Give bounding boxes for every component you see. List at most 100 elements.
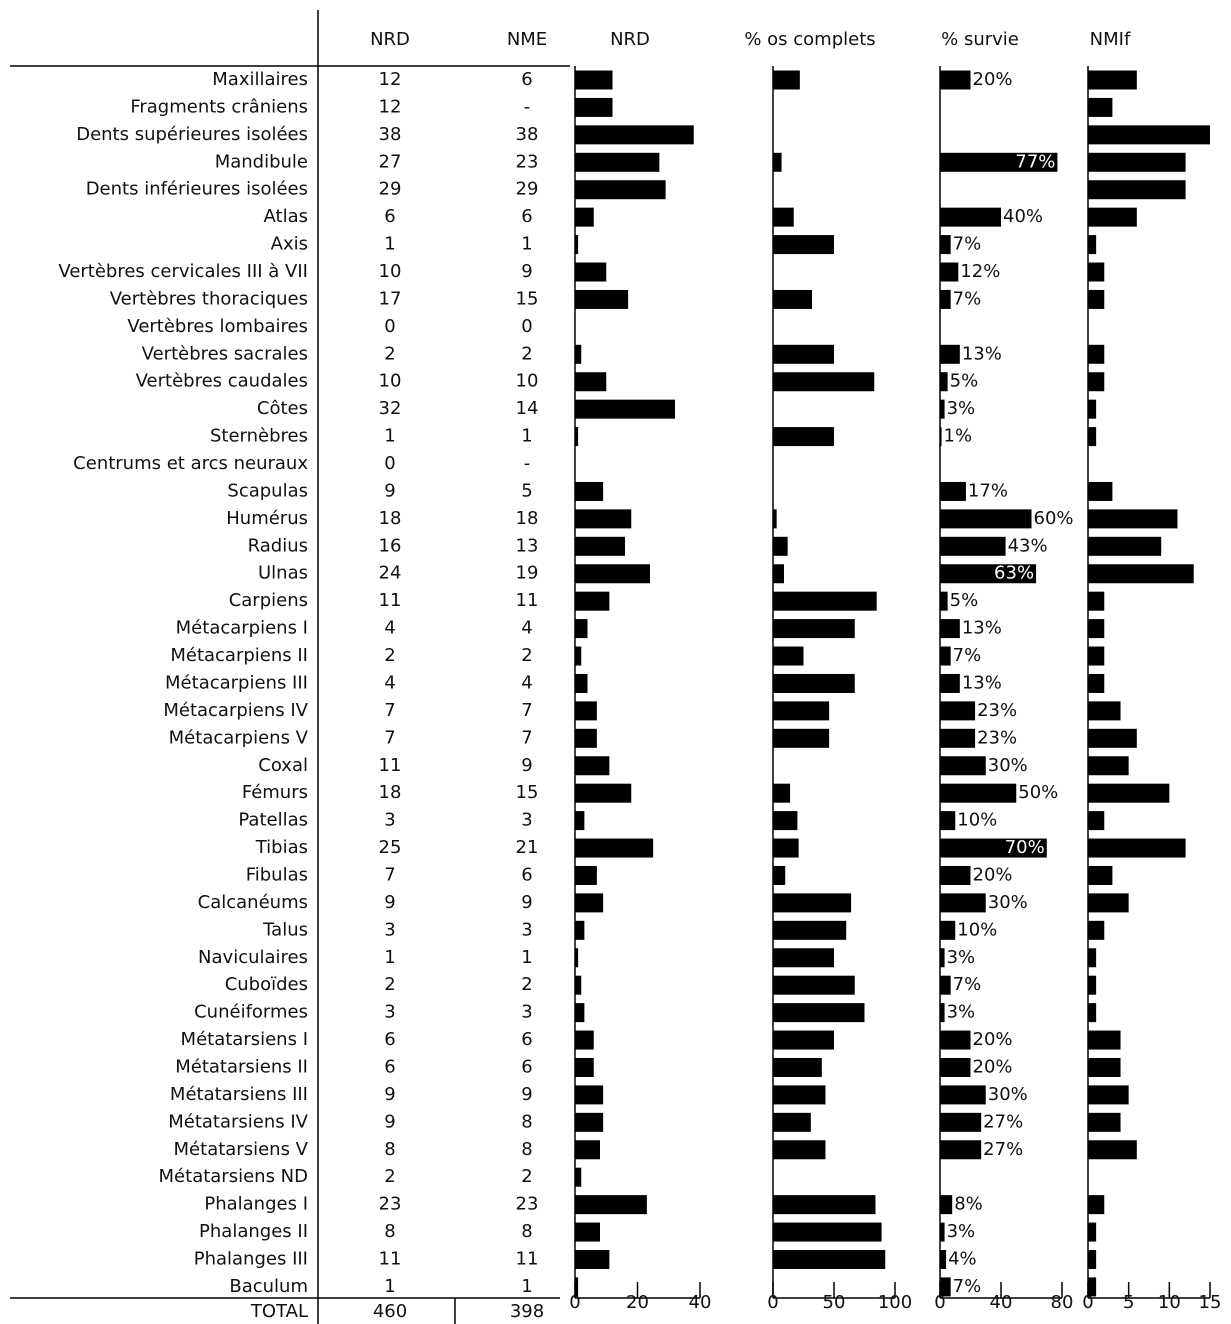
nrd-cell: 2 — [384, 343, 395, 364]
row-label: Vertèbres lombaires — [127, 316, 308, 337]
row-label: Dents inférieures isolées — [86, 179, 308, 200]
nme-cell: - — [524, 453, 531, 474]
bar — [1088, 1222, 1097, 1242]
row-label: Métacarpiens I — [176, 618, 308, 639]
bar — [1088, 975, 1097, 995]
nme-cell: 11 — [516, 590, 539, 611]
nme-cell: 4 — [521, 618, 532, 639]
nme-cell: 9 — [521, 1084, 532, 1105]
bar — [773, 1140, 826, 1160]
bar — [940, 289, 951, 309]
bar — [1088, 564, 1194, 584]
bar — [773, 1112, 811, 1132]
nrd-cell: 2 — [384, 1166, 395, 1187]
nrd-cell: 12 — [379, 69, 402, 90]
value-label: 50% — [1018, 782, 1058, 803]
bar — [940, 893, 986, 913]
value-label: 23% — [977, 700, 1017, 721]
row-label: Fémurs — [242, 782, 308, 803]
bar — [773, 1030, 834, 1050]
value-label: 7% — [953, 974, 982, 995]
value-label: 43% — [1008, 535, 1048, 556]
bar — [1088, 235, 1097, 255]
row-label: Axis — [271, 234, 308, 255]
bar — [940, 811, 956, 831]
nrd-cell: 9 — [384, 892, 395, 913]
bar — [1088, 372, 1105, 392]
value-label: 27% — [983, 1139, 1023, 1160]
bar — [773, 1249, 886, 1269]
bar — [575, 619, 588, 639]
row-label: Sternèbres — [210, 426, 308, 447]
bar — [1088, 289, 1105, 309]
nme-cell: 6 — [521, 206, 532, 227]
bar — [773, 207, 794, 227]
bar — [940, 865, 971, 885]
nrd-cell: 25 — [379, 837, 402, 858]
bar — [773, 591, 877, 611]
nrd-cell: 2 — [384, 645, 395, 666]
value-label: 1% — [944, 426, 973, 447]
bar — [575, 536, 625, 556]
nme-cell: 14 — [516, 398, 539, 419]
value-label: 12% — [960, 261, 1000, 282]
bar — [773, 509, 777, 529]
bar — [575, 399, 675, 419]
nrd-cell: 9 — [384, 1111, 395, 1132]
bar — [940, 838, 1047, 858]
bar — [940, 427, 942, 447]
panel-title: NRD — [610, 29, 650, 50]
panel-title: % survie — [941, 29, 1019, 50]
bar — [1088, 811, 1105, 831]
bar — [940, 1140, 982, 1160]
bar — [773, 783, 791, 803]
nme-cell: 18 — [516, 508, 539, 529]
bar — [575, 509, 632, 529]
nme-cell: 3 — [521, 1002, 532, 1023]
row-label: Fibulas — [246, 864, 308, 885]
bar — [1088, 756, 1129, 776]
nme-cell: 38 — [516, 124, 539, 145]
nme-cell: 7 — [521, 727, 532, 748]
nme-cell: 9 — [521, 755, 532, 776]
row-label: Cunéiformes — [194, 1002, 308, 1023]
nme-cell: 1 — [521, 947, 532, 968]
row-label: Vertèbres caudales — [136, 371, 308, 392]
bar — [575, 783, 632, 803]
row-label: Humérus — [226, 508, 308, 529]
value-label: 5% — [950, 590, 979, 611]
bar — [940, 1222, 945, 1242]
bar — [1088, 920, 1105, 940]
value-label: 13% — [962, 672, 1002, 693]
bar — [1088, 180, 1186, 200]
bar — [575, 920, 585, 940]
bar — [1088, 1057, 1121, 1077]
nrd-cell: 7 — [384, 700, 395, 721]
nme-cell: 10 — [516, 371, 539, 392]
bar — [1088, 948, 1097, 968]
bar — [940, 1030, 971, 1050]
value-label: 3% — [947, 947, 976, 968]
bar — [940, 619, 960, 639]
nme-cell: 23 — [516, 151, 539, 172]
bar — [940, 1277, 951, 1297]
bar — [575, 1167, 582, 1187]
x-tick-label: 15 — [1199, 1292, 1222, 1313]
bar — [575, 756, 610, 776]
bar — [575, 646, 582, 666]
bar — [940, 1085, 986, 1105]
row-label: Naviculaires — [198, 947, 308, 968]
bar — [575, 673, 588, 693]
row-label: Cuboïdes — [225, 974, 308, 995]
row-label: Métatarsiens ND — [159, 1166, 308, 1187]
value-label: 77% — [1015, 151, 1055, 172]
panel-title: NMIf — [1090, 29, 1131, 50]
nme-cell: 8 — [521, 1139, 532, 1160]
nme-cell: 4 — [521, 672, 532, 693]
x-tick-label: 0 — [569, 1292, 580, 1313]
nme-cell: 6 — [521, 1056, 532, 1077]
bar — [940, 920, 956, 940]
nrd-cell: 27 — [379, 151, 402, 172]
bar — [1088, 1085, 1129, 1105]
bar — [575, 591, 610, 611]
